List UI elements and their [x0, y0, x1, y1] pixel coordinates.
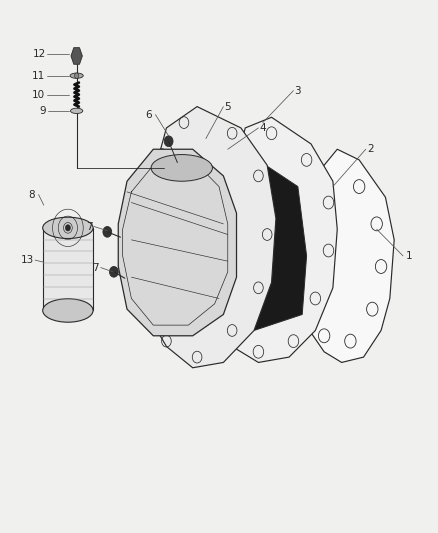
- Polygon shape: [118, 149, 237, 336]
- Text: 13: 13: [21, 255, 34, 265]
- Ellipse shape: [42, 217, 93, 239]
- Polygon shape: [210, 117, 337, 362]
- Circle shape: [110, 266, 118, 277]
- Polygon shape: [71, 47, 82, 64]
- Text: 7: 7: [92, 263, 99, 272]
- Polygon shape: [237, 155, 307, 330]
- Text: 11: 11: [32, 71, 45, 80]
- Circle shape: [164, 136, 173, 147]
- Text: 12: 12: [33, 50, 46, 59]
- Text: 6: 6: [145, 110, 152, 119]
- Ellipse shape: [151, 155, 212, 181]
- Text: 5: 5: [224, 102, 231, 111]
- Polygon shape: [140, 107, 276, 368]
- Polygon shape: [293, 149, 394, 362]
- Ellipse shape: [71, 108, 83, 114]
- Bar: [42, 228, 93, 310]
- Ellipse shape: [70, 73, 83, 78]
- Text: 10: 10: [32, 90, 45, 100]
- Circle shape: [103, 227, 112, 237]
- Text: 7: 7: [86, 222, 93, 231]
- Text: 9: 9: [39, 106, 46, 116]
- Text: 8: 8: [28, 190, 35, 199]
- Text: 4: 4: [259, 123, 266, 133]
- Text: 2: 2: [367, 144, 374, 154]
- Circle shape: [65, 225, 71, 231]
- Ellipse shape: [42, 298, 93, 322]
- Circle shape: [74, 73, 79, 78]
- Text: 3: 3: [294, 86, 301, 95]
- Text: 1: 1: [406, 251, 413, 261]
